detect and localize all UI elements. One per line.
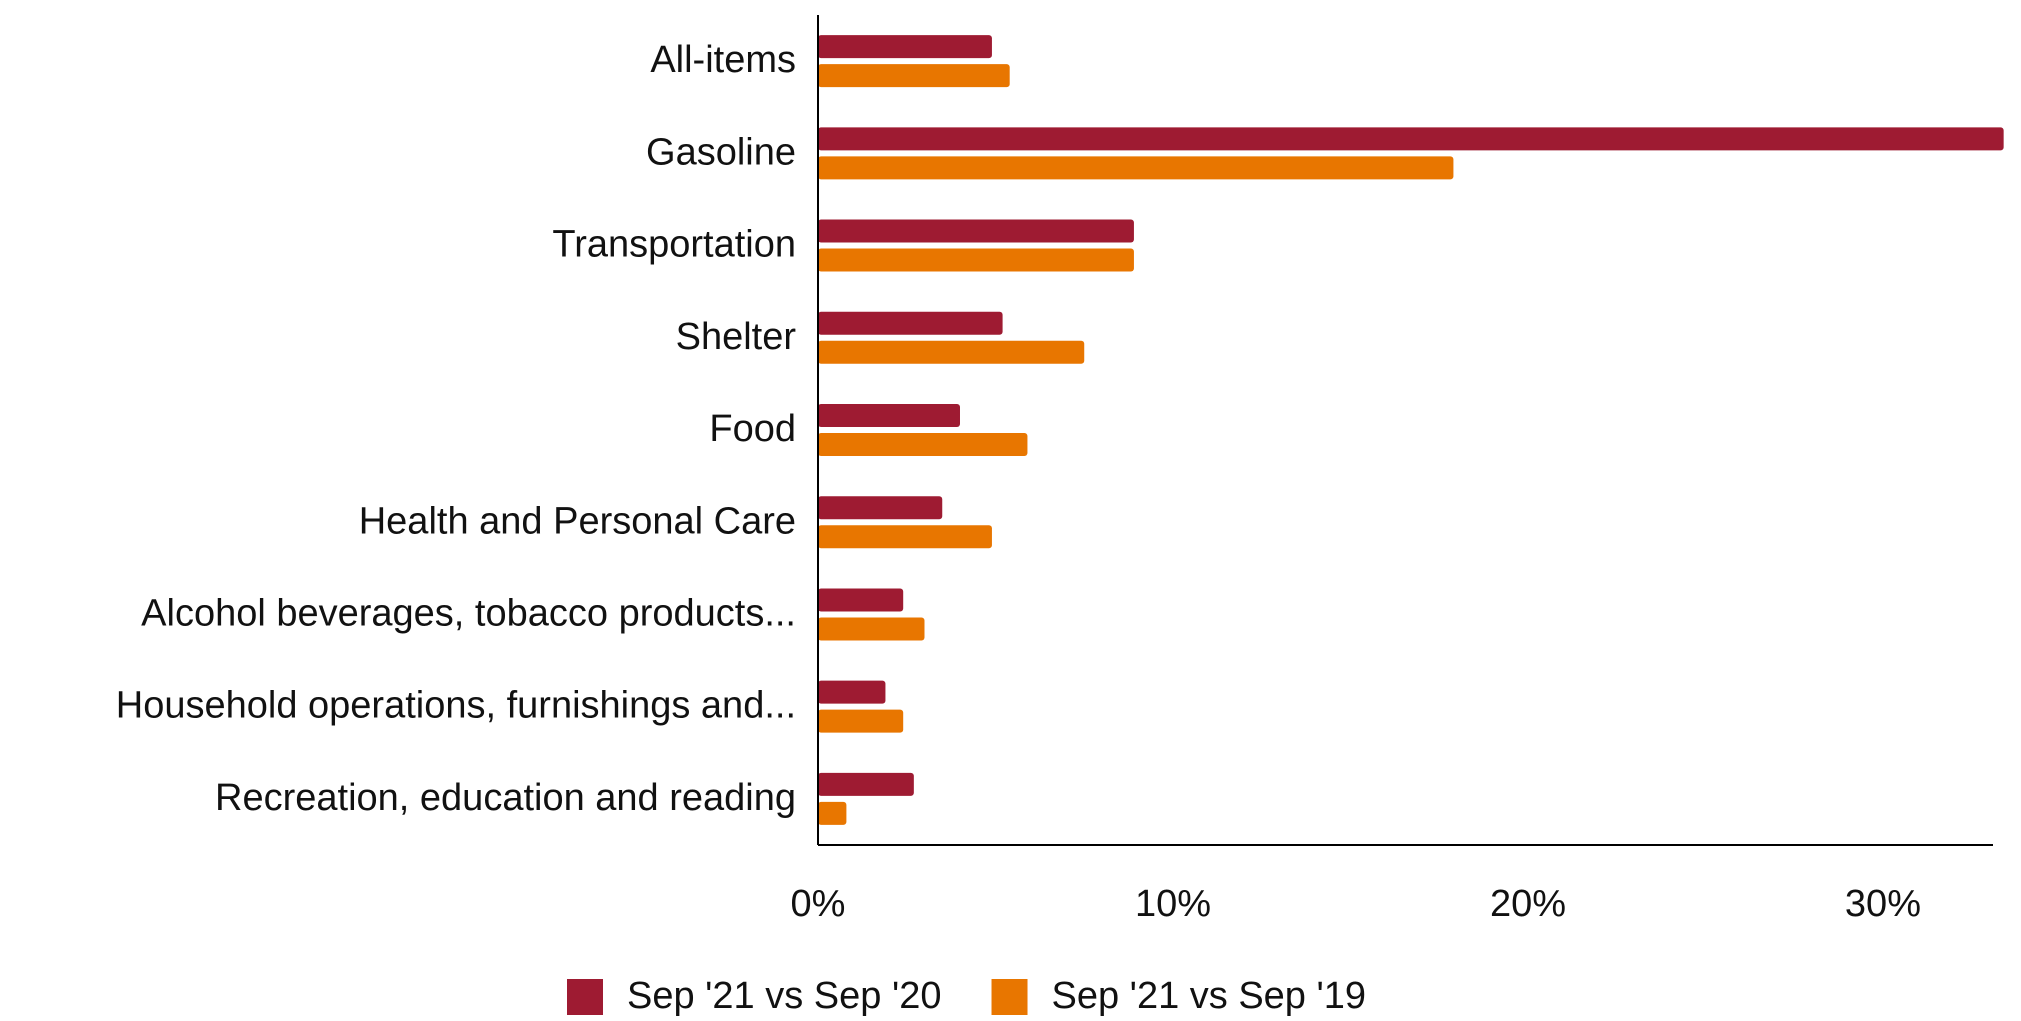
legend-swatch	[567, 979, 603, 1015]
bar	[818, 588, 904, 612]
bar	[818, 496, 943, 520]
bar	[818, 311, 1003, 335]
y-tick-label: Recreation, education and reading	[215, 777, 796, 819]
x-tick-label: 0%	[791, 883, 846, 925]
x-tick-label: 10%	[1135, 883, 1211, 925]
bar	[818, 64, 1010, 88]
y-tick-label: Household operations, furnishings and...	[116, 685, 796, 727]
y-tick-label: Health and Personal Care	[359, 500, 796, 542]
bar	[818, 404, 960, 427]
x-tick-label: 30%	[1845, 883, 1921, 925]
y-tick-label: Shelter	[676, 316, 797, 358]
y-tick-label: Alcohol beverages, tobacco products...	[141, 592, 796, 634]
bar	[818, 219, 1134, 243]
bar	[818, 248, 1134, 272]
y-tick-label: Food	[709, 408, 796, 450]
bar	[818, 433, 1028, 456]
bar	[818, 680, 886, 704]
x-tick-label: 20%	[1490, 883, 1566, 925]
bar	[818, 340, 1085, 364]
y-tick-label: Gasoline	[646, 131, 796, 173]
bar	[818, 617, 925, 641]
bar	[818, 772, 914, 796]
y-tick-label: Transportation	[552, 224, 796, 266]
bar	[818, 35, 992, 59]
legend-swatch	[991, 979, 1028, 1015]
bar	[818, 801, 847, 825]
y-tick-label: All-items	[650, 39, 796, 81]
bar	[818, 709, 904, 733]
bar	[818, 127, 2004, 151]
legend-label: Sep '21 vs Sep '20	[627, 975, 942, 1016]
legend-label: Sep '21 vs Sep '19	[1052, 975, 1367, 1016]
bar	[818, 525, 992, 549]
bar	[818, 156, 1454, 180]
